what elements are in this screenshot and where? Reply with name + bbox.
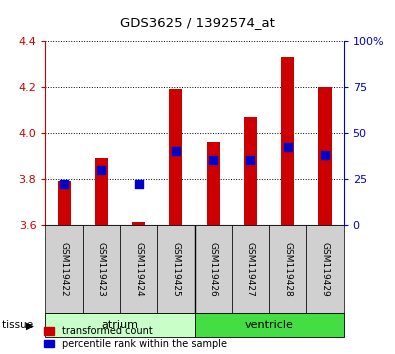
Bar bbox=[169, 89, 182, 225]
Bar bbox=[244, 116, 257, 225]
Point bbox=[173, 148, 179, 154]
Text: ▶: ▶ bbox=[26, 320, 34, 330]
Bar bbox=[232, 225, 269, 313]
Text: GSM119426: GSM119426 bbox=[209, 242, 218, 296]
Bar bbox=[95, 158, 108, 225]
Point bbox=[61, 182, 67, 187]
Text: tissue: tissue bbox=[2, 320, 36, 330]
Bar bbox=[45, 313, 194, 337]
Text: GSM119428: GSM119428 bbox=[283, 242, 292, 296]
Text: atrium: atrium bbox=[102, 320, 139, 330]
Text: GSM119424: GSM119424 bbox=[134, 242, 143, 296]
Text: GDS3625 / 1392574_at: GDS3625 / 1392574_at bbox=[120, 16, 275, 29]
Bar bbox=[207, 142, 220, 225]
Text: ventricle: ventricle bbox=[245, 320, 293, 330]
Bar bbox=[58, 181, 71, 225]
Bar bbox=[132, 222, 145, 225]
Bar bbox=[194, 313, 344, 337]
Bar bbox=[269, 225, 307, 313]
Text: GSM119427: GSM119427 bbox=[246, 242, 255, 296]
Text: GSM119425: GSM119425 bbox=[171, 242, 181, 296]
Bar bbox=[83, 225, 120, 313]
Point bbox=[322, 152, 328, 158]
Bar bbox=[318, 87, 331, 225]
Point bbox=[98, 167, 105, 172]
Text: GSM119423: GSM119423 bbox=[97, 242, 106, 296]
Bar bbox=[281, 57, 294, 225]
Bar bbox=[45, 225, 83, 313]
Legend: transformed count, percentile rank within the sample: transformed count, percentile rank withi… bbox=[44, 326, 227, 349]
Point bbox=[284, 145, 291, 150]
Bar bbox=[120, 225, 157, 313]
Point bbox=[247, 158, 254, 163]
Bar bbox=[307, 225, 344, 313]
Bar bbox=[157, 225, 194, 313]
Text: GSM119422: GSM119422 bbox=[60, 242, 69, 296]
Point bbox=[210, 158, 216, 163]
Text: GSM119429: GSM119429 bbox=[320, 242, 329, 296]
Point bbox=[135, 182, 142, 187]
Bar bbox=[194, 225, 232, 313]
